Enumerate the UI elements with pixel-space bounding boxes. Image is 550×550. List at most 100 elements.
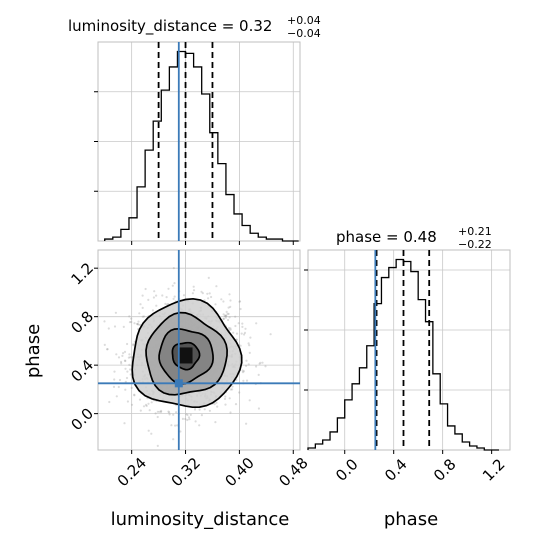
scatter-point [224, 403, 227, 406]
x-axis-label-luminosity-distance: luminosity_distance [111, 509, 290, 530]
scatter-point [138, 312, 141, 315]
scatter-point [103, 320, 106, 323]
scatter-point [193, 408, 197, 411]
scatter-point [238, 391, 241, 394]
scatter-point [229, 411, 232, 414]
scatter-point [158, 410, 161, 413]
scatter-point [154, 412, 157, 415]
scatter-point [243, 331, 247, 334]
title-luminosity-distance-plus: +0.04 [287, 14, 321, 27]
scatter-point [186, 413, 189, 417]
scatter-truth-marker [174, 379, 183, 388]
scatter-point [239, 344, 242, 347]
scatter-point [200, 290, 203, 293]
scatter-point [148, 409, 151, 412]
scatter-xtick-label-3: 0.48 [275, 454, 311, 490]
hist-phase-xtick-label-0: 0.0 [332, 455, 362, 485]
scatter-point [155, 294, 158, 297]
scatter-point [229, 305, 232, 308]
scatter-point [224, 315, 227, 318]
scatter-point [234, 403, 238, 406]
scatter-point [248, 344, 251, 347]
scatter-point [171, 284, 174, 287]
scatter-point [136, 322, 139, 326]
scatter-point [133, 322, 136, 325]
scatter-point [226, 312, 229, 315]
scatter-point [137, 323, 140, 326]
scatter-point [225, 310, 228, 313]
scatter-point [215, 285, 218, 288]
scatter-point [165, 296, 168, 299]
scatter-point [231, 388, 234, 391]
hist-phase-grid [308, 250, 510, 450]
scatter-point [137, 320, 140, 323]
scatter-point [127, 356, 130, 359]
scatter-point [170, 424, 173, 427]
scatter-point [261, 361, 264, 364]
scatter-point [185, 413, 188, 416]
scatter-point [234, 315, 237, 318]
scatter-point [214, 303, 217, 306]
hist-phase-xtick-label-3: 1.2 [479, 455, 509, 485]
title-luminosity-distance: luminosity_distance = 0.32 +0.04 −0.04 [68, 14, 321, 40]
scatter-point [249, 336, 252, 339]
scatter-point [242, 379, 245, 382]
scatter-point [107, 327, 110, 330]
scatter-point [141, 306, 144, 309]
scatter-point [222, 317, 225, 321]
scatter-point [239, 307, 242, 311]
hist-ld-bars [104, 50, 299, 242]
scatter-point [198, 408, 201, 411]
scatter-point [128, 315, 131, 318]
scatter-point [124, 380, 127, 383]
scatter-point [136, 322, 139, 326]
scatter-point [167, 410, 170, 413]
scatter-point [173, 295, 176, 298]
scatter-point [128, 353, 131, 356]
scatter-point [184, 417, 187, 421]
scatter-point [222, 313, 225, 316]
scatter-point [124, 359, 127, 363]
scatter-point [229, 327, 232, 330]
scatter-point [203, 408, 206, 411]
scatter-point [130, 403, 134, 406]
scatter-point [142, 315, 146, 318]
scatter-point [248, 351, 251, 354]
scatter-point [130, 356, 134, 359]
scatter-point [187, 416, 191, 419]
scatter-point [142, 405, 146, 408]
scatter-point [241, 369, 244, 372]
scatter-point [222, 317, 225, 320]
scatter-point [247, 342, 250, 345]
scatter-point [173, 282, 176, 285]
scatter-point [123, 350, 127, 353]
scatter-point [130, 320, 133, 324]
scatter-ytick-label-0: 0.0 [68, 404, 98, 434]
scatter-point [172, 438, 175, 441]
scatter-point [220, 298, 223, 301]
scatter-point [228, 293, 231, 296]
scatter-point [147, 402, 150, 405]
hist-phase-xtick-label-2: 0.8 [430, 455, 460, 485]
scatter-point [147, 429, 150, 432]
title-luminosity-distance-main: luminosity_distance = 0.32 [68, 17, 272, 36]
title-luminosity-distance-minus: −0.04 [287, 27, 321, 40]
scatter-point [264, 365, 267, 368]
title-phase-minus: −0.22 [458, 238, 492, 251]
scatter-point [122, 352, 125, 355]
scatter-point [160, 410, 163, 413]
scatter-point [121, 354, 124, 357]
scatter-point [216, 405, 219, 408]
hist-ld-grid [98, 42, 300, 241]
scatter-point [103, 343, 106, 346]
scatter-point [240, 332, 243, 335]
scatter-point [108, 400, 111, 404]
scatter-point [207, 297, 210, 300]
scatter-point [241, 325, 244, 328]
scatter-point [198, 424, 201, 427]
scatter-point [150, 401, 153, 404]
scatter-point [269, 333, 272, 336]
scatter-point [215, 401, 218, 404]
scatter-point [182, 294, 186, 297]
scatter-point [257, 407, 260, 410]
